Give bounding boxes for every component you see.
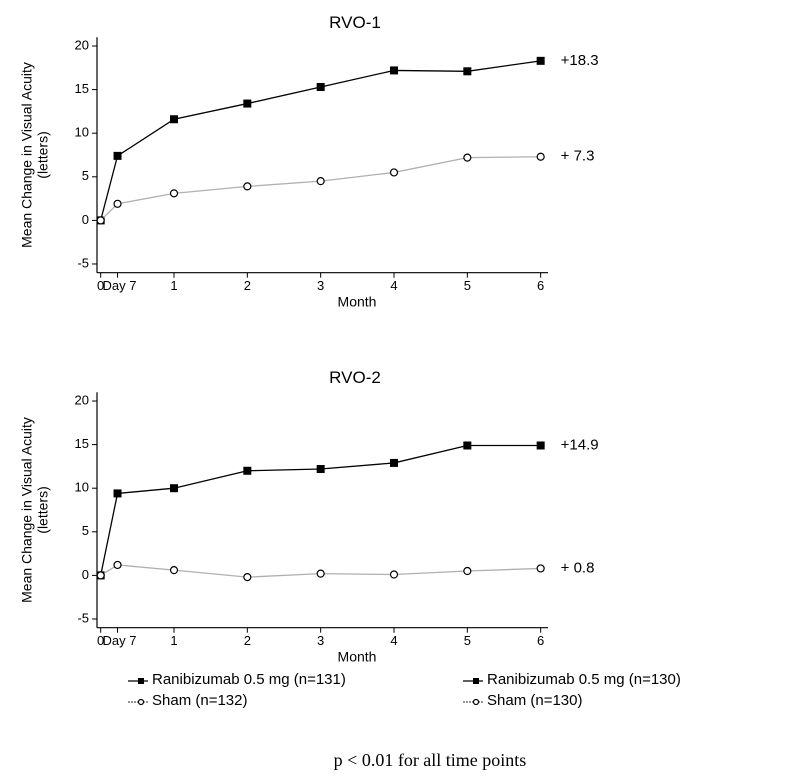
marker xyxy=(169,566,179,575)
marker xyxy=(113,560,122,570)
x-tick-label: 3 xyxy=(317,278,324,293)
marker xyxy=(96,571,105,580)
marker xyxy=(243,466,252,475)
x-tick-label: 4 xyxy=(390,278,397,293)
marker xyxy=(170,484,178,493)
x-tick-label: 1 xyxy=(170,278,177,293)
y-tick-label: 20 xyxy=(75,392,89,407)
x-tick-label: 6 xyxy=(537,278,544,293)
marker xyxy=(463,566,472,576)
x-tick-label: 3 xyxy=(317,633,324,648)
series-line xyxy=(100,60,541,221)
x-tick-label: 2 xyxy=(244,278,251,293)
x-tick-label: 2 xyxy=(244,633,251,648)
marker xyxy=(389,168,399,177)
x-tick-label: 0 xyxy=(97,278,104,293)
end-label: + 0.8 xyxy=(561,559,595,576)
series-line xyxy=(100,444,541,576)
marker xyxy=(316,569,325,578)
y-tick-label: 20 xyxy=(75,37,89,52)
x-axis-label: Month xyxy=(338,293,377,309)
marker xyxy=(536,152,545,161)
y-tick-label: 15 xyxy=(75,81,89,96)
y-axis-label: Mean Change in Visual Acuity xyxy=(19,417,35,603)
marker xyxy=(170,115,178,124)
x-tick-label: 1 xyxy=(170,633,177,648)
marker xyxy=(463,67,472,76)
y-tick-label: 5 xyxy=(82,523,89,538)
marker xyxy=(316,177,325,186)
end-label: +14.9 xyxy=(561,436,599,453)
marker xyxy=(472,698,480,706)
marker xyxy=(536,441,545,450)
end-label: + 7.3 xyxy=(561,148,595,165)
y-tick-label: 10 xyxy=(75,480,89,495)
y-axis-label: (letters) xyxy=(35,486,51,533)
marker xyxy=(316,82,325,91)
legend-label: Sham (n=130) xyxy=(487,692,582,709)
legend-label: Sham (n=132) xyxy=(152,692,247,709)
marker xyxy=(138,678,144,684)
y-axis-label: Mean Change in Visual Acuity xyxy=(19,62,35,248)
marker xyxy=(463,441,472,450)
marker xyxy=(113,489,122,498)
y-tick-label: 0 xyxy=(82,567,89,582)
marker xyxy=(316,465,325,474)
marker xyxy=(113,199,122,208)
marker xyxy=(113,151,122,160)
x-tick-label: 0 xyxy=(97,633,104,648)
legend-label: Ranibizumab 0.5 mg (n=131) xyxy=(152,671,346,688)
marker xyxy=(96,216,105,225)
y-tick-label: -5 xyxy=(77,610,89,625)
marker xyxy=(473,678,479,684)
x-tick-label: 6 xyxy=(537,633,544,648)
series-line xyxy=(100,156,541,221)
marker xyxy=(243,99,252,108)
y-tick-label: 10 xyxy=(75,125,89,140)
y-tick-label: -5 xyxy=(77,255,89,270)
series-line xyxy=(100,564,541,578)
marker xyxy=(243,573,252,582)
end-label: +18.3 xyxy=(561,52,599,69)
legend-label: Ranibizumab 0.5 mg (n=130) xyxy=(487,671,681,688)
y-tick-label: 5 xyxy=(82,168,89,183)
marker xyxy=(389,570,399,579)
x-tick-label: 4 xyxy=(390,633,397,648)
x-tick-label: 5 xyxy=(464,633,471,648)
marker xyxy=(137,698,145,706)
marker xyxy=(390,66,398,75)
chart-title: RVO-2 xyxy=(329,368,381,387)
marker xyxy=(463,153,472,162)
x-tick-label: Day 7 xyxy=(103,278,137,293)
x-tick-label: Day 7 xyxy=(103,633,137,648)
y-axis-label: (letters) xyxy=(35,131,51,178)
footnote: p < 0.01 for all time points xyxy=(334,750,527,770)
x-tick-label: 5 xyxy=(464,278,471,293)
marker xyxy=(536,564,545,573)
y-tick-label: 0 xyxy=(82,212,89,227)
x-axis-label: Month xyxy=(338,648,377,664)
y-tick-label: 15 xyxy=(75,436,89,451)
marker xyxy=(169,189,179,198)
marker xyxy=(536,56,545,65)
marker xyxy=(243,182,252,191)
marker xyxy=(390,458,398,467)
chart-title: RVO-1 xyxy=(329,13,381,32)
